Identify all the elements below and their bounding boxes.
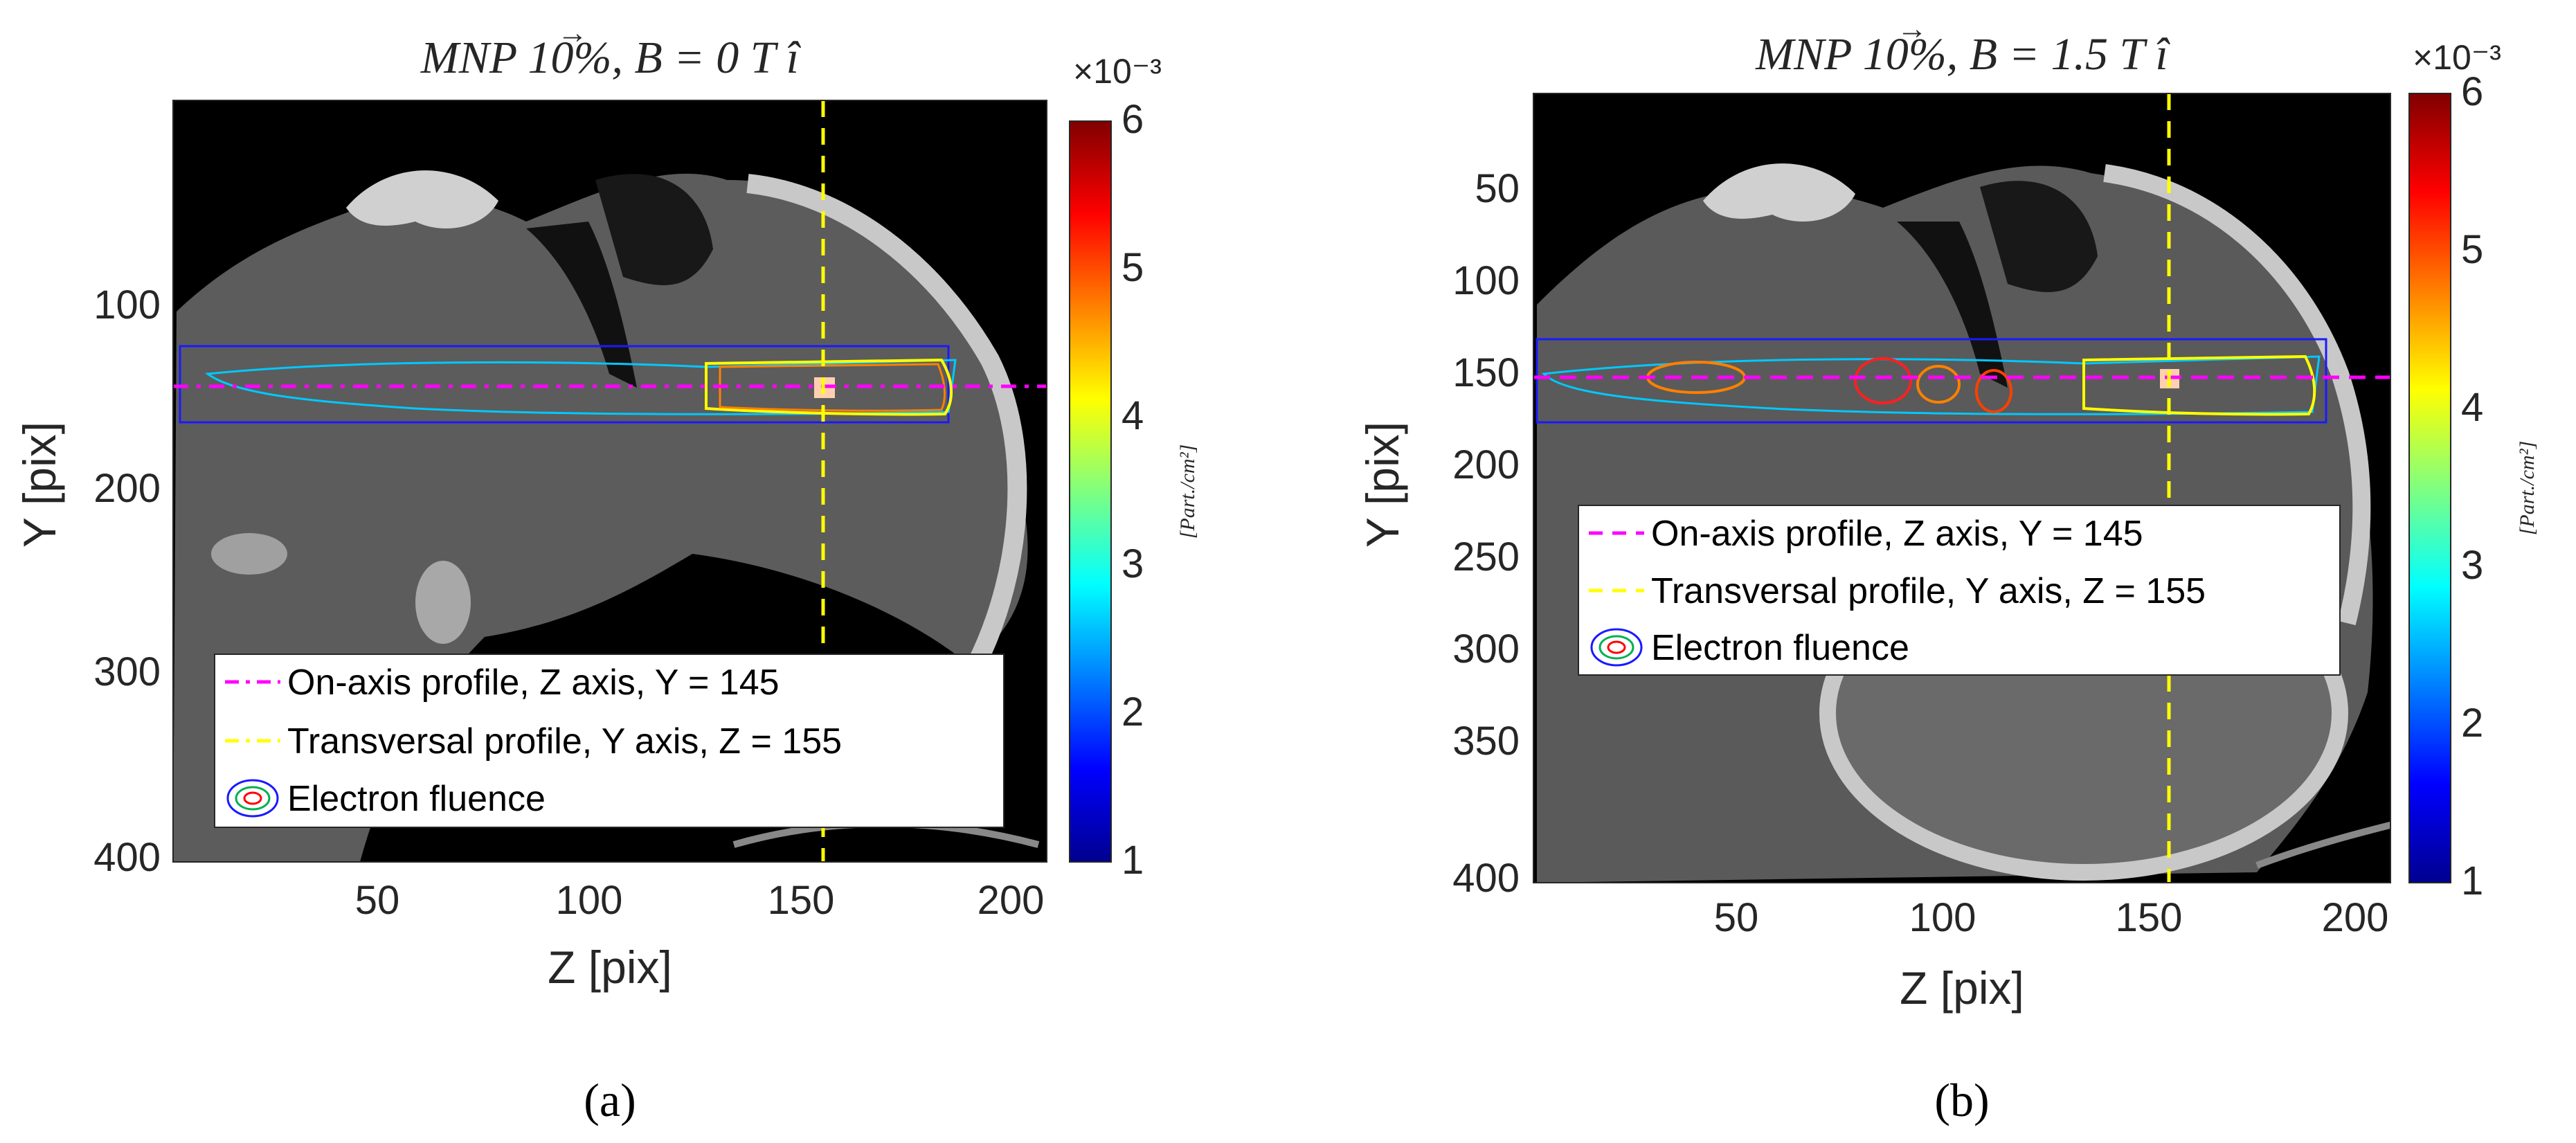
fluence-contour-mid <box>1541 355 2321 415</box>
figure-a: MNP 10%, B = 0 T î → 100 200 300 400 Y [… <box>14 16 1199 1126</box>
colorbar-tick: 4 <box>2461 385 2483 430</box>
colorbar-tick: 6 <box>2461 69 2483 114</box>
chart-title: MNP 10%, B = 1.5 T î <box>1755 29 2170 80</box>
fluence-hotspot <box>1975 369 2012 413</box>
panel-b: MNP 10%, B = 1.5 T î → 50 100 150 200 25… <box>1288 0 2576 1140</box>
x-tick-label: 50 <box>355 878 400 923</box>
ct-skull-edge <box>2103 164 2371 626</box>
ct-bone-upper <box>346 170 498 228</box>
fluence-contour-outer <box>179 345 950 424</box>
y-axis: 100 200 300 400 Y [pix] <box>14 282 161 880</box>
chart-title: MNP 10%, B = 0 T î <box>420 33 802 83</box>
x-axis: 50 100 150 200 Z [pix] <box>1714 895 2389 1014</box>
y-tick-label: 150 <box>1452 350 1520 395</box>
panel-caption: (b) <box>1934 1074 1989 1126</box>
fluence-hotspot <box>1916 365 1961 404</box>
ct-skull-edge <box>746 174 1027 669</box>
axes-frame <box>172 100 1047 863</box>
colorbar-tick: 5 <box>2461 227 2483 272</box>
ct-bone-small <box>211 533 287 575</box>
x-tick-label: 100 <box>1909 895 1976 940</box>
y-tick-label: 200 <box>93 466 161 511</box>
x-tick-label: 150 <box>768 878 835 923</box>
y-tick-label: 250 <box>1452 534 1520 579</box>
y-axis-label: Y [pix] <box>14 422 65 548</box>
y-tick-label: 50 <box>1475 166 1520 211</box>
legend-entry: Electron fluence <box>287 779 546 819</box>
ct-air-cavity <box>595 174 713 285</box>
colorbar: 1 2 3 4 5 6 ×10⁻³ [Part./cm²] <box>1069 52 1199 883</box>
legend-entry: Electron fluence <box>1651 628 1909 668</box>
legend: On-axis profile, Z axis, Y = 145 Transve… <box>214 654 1005 828</box>
colorbar-tick: 2 <box>2461 701 2483 746</box>
vector-arrow-icon: → <box>1897 12 1927 46</box>
ct-airway <box>1897 222 2008 388</box>
x-tick-label: 100 <box>556 878 623 923</box>
fluence-contour-mid <box>205 359 957 415</box>
figure-b: MNP 10%, B = 1.5 T î → 50 100 150 200 25… <box>1357 12 2539 1126</box>
fluence-contour-inner <box>705 358 953 416</box>
colorbar-tick: 2 <box>1122 690 1144 735</box>
y-tick-label: 300 <box>1452 627 1520 672</box>
colorbar-gradient <box>1069 120 1112 863</box>
ct-table <box>2255 821 2390 869</box>
colorbar-tick: 1 <box>1122 838 1144 883</box>
legend-entry: On-axis profile, Z axis, Y = 145 <box>1651 514 2143 554</box>
y-tick-label: 400 <box>1452 856 1520 901</box>
colorbar-tick: 3 <box>2461 543 2483 588</box>
panel-a: MNP 10%, B = 0 T î → 100 200 300 400 Y [… <box>0 0 1288 1140</box>
x-tick-label: 200 <box>2322 895 2389 940</box>
ct-image <box>1533 93 2390 883</box>
colorbar-gradient <box>2408 93 2451 883</box>
contour-legend-icon <box>226 779 279 818</box>
colorbar-exponent: ×10⁻³ <box>2413 38 2501 77</box>
ct-bone-vertebra <box>415 561 471 644</box>
y-tick-label: 400 <box>93 835 161 880</box>
colorbar-tick: 4 <box>1122 393 1144 438</box>
y-tick-label: 300 <box>93 649 161 694</box>
colorbar: 1 2 3 4 5 6 ×10⁻³ [Part./cm²] <box>2408 38 2539 903</box>
x-tick-label: 150 <box>2116 895 2183 940</box>
legend-entry: On-axis profile, Z axis, Y = 145 <box>287 663 780 703</box>
fluence-contour-inner <box>2082 354 2316 416</box>
x-axis-label: Z [pix] <box>1900 962 2024 1014</box>
fluence-hotspot <box>1854 357 1912 404</box>
fluence-contour-core <box>719 363 946 412</box>
colorbar-label: [Part./cm²] <box>2516 441 2539 536</box>
colorbar-tick: 5 <box>1122 245 1144 290</box>
y-tick-label: 100 <box>1452 258 1520 303</box>
y-axis-label: Y [pix] <box>1357 422 1408 548</box>
y-tick-label: 200 <box>1452 442 1520 487</box>
y-tick-label: 100 <box>93 282 161 327</box>
x-tick-label: 200 <box>978 878 1045 923</box>
x-tick-label: 50 <box>1714 895 1759 940</box>
colorbar-tick: 3 <box>1122 541 1144 586</box>
vector-arrow-icon: → <box>557 16 588 50</box>
contour-legend-icon <box>1590 628 1643 667</box>
colorbar-tick: 6 <box>1122 97 1144 142</box>
colorbar-tick: 1 <box>2461 858 2483 903</box>
panel-caption: (a) <box>584 1074 636 1126</box>
legend: On-axis profile, Z axis, Y = 145 Transve… <box>1578 505 2341 676</box>
colorbar-exponent: ×10⁻³ <box>1073 52 1162 91</box>
x-axis: 50 100 150 200 Z [pix] <box>355 878 1045 993</box>
y-tick-label: 350 <box>1452 719 1520 764</box>
fluence-contour-outer <box>1535 338 2327 424</box>
axes-frame <box>1533 93 2391 883</box>
colorbar-label: [Part./cm²] <box>1176 444 1199 539</box>
ct-bone-upper <box>1703 163 1855 222</box>
legend-entry: Transversal profile, Y axis, Z = 155 <box>1651 571 2206 611</box>
legend-entry: Transversal profile, Y axis, Z = 155 <box>287 721 842 762</box>
x-axis-label: Z [pix] <box>548 942 672 993</box>
ct-air-cavity <box>1980 181 2098 292</box>
y-axis: 50 100 150 200 250 300 350 400 Y [pix] <box>1357 166 1520 901</box>
